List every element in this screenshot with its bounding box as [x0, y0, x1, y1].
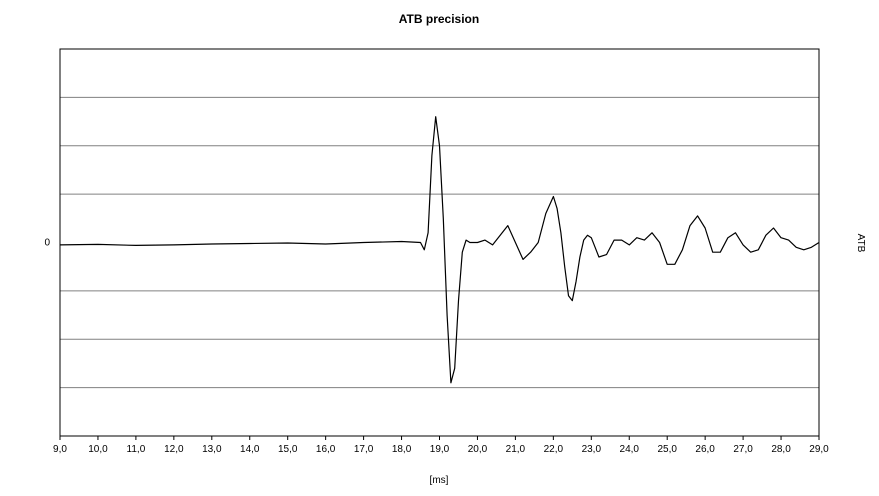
x-tick-label: 14,0: [240, 444, 260, 455]
x-tick-label: 10,0: [88, 444, 108, 455]
series-line: [59, 116, 820, 384]
x-tick-label: 26,0: [695, 444, 715, 455]
y-axis-label: ATB: [855, 234, 866, 253]
x-tick-label: 19,0: [430, 444, 450, 455]
x-tick-label: 18,0: [392, 444, 412, 455]
x-tick-label: 15,0: [278, 444, 298, 455]
x-axis-label: [ms]: [430, 475, 449, 486]
y-tick-labels: 0: [44, 238, 50, 249]
x-tick-label: 17,0: [354, 444, 374, 455]
x-tick-label: 22,0: [544, 444, 564, 455]
x-tick-label: 27,0: [733, 444, 753, 455]
x-tick-label: 29,0: [809, 444, 829, 455]
x-tick-label: 28,0: [771, 444, 791, 455]
x-tick-label: 16,0: [316, 444, 336, 455]
x-tick-label: 11,0: [127, 444, 146, 455]
x-tick-label: 9,0: [53, 444, 67, 455]
x-tick-label: 24,0: [620, 444, 640, 455]
x-tick-label: 12,0: [164, 444, 184, 455]
chart-title: ATB precision: [399, 12, 479, 26]
grid-lines: [60, 96, 819, 389]
x-tick-label: 23,0: [582, 444, 602, 455]
x-tick-label: 13,0: [202, 444, 222, 455]
y-tick-label: 0: [44, 238, 50, 249]
x-tick-labels: 9,0 10,0 11,0 12,0 13,0 14,0 15,0 16,0 17,0 18,0 1…: [53, 436, 829, 455]
x-tick-label: 25,0: [657, 444, 677, 455]
plot-area: [59, 48, 820, 437]
x-tick-label: 21,0: [506, 444, 526, 455]
x-tick-label: 20,0: [468, 444, 488, 455]
